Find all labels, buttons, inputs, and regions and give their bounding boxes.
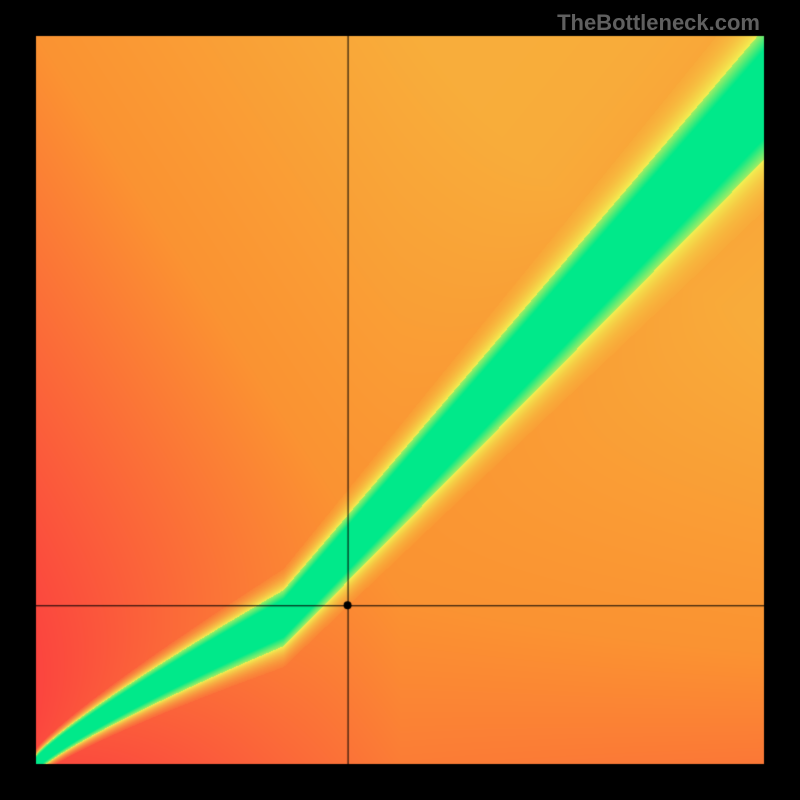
- watermark-text: TheBottleneck.com: [557, 10, 760, 36]
- bottleneck-heatmap: [0, 0, 800, 800]
- chart-container: TheBottleneck.com: [0, 0, 800, 800]
